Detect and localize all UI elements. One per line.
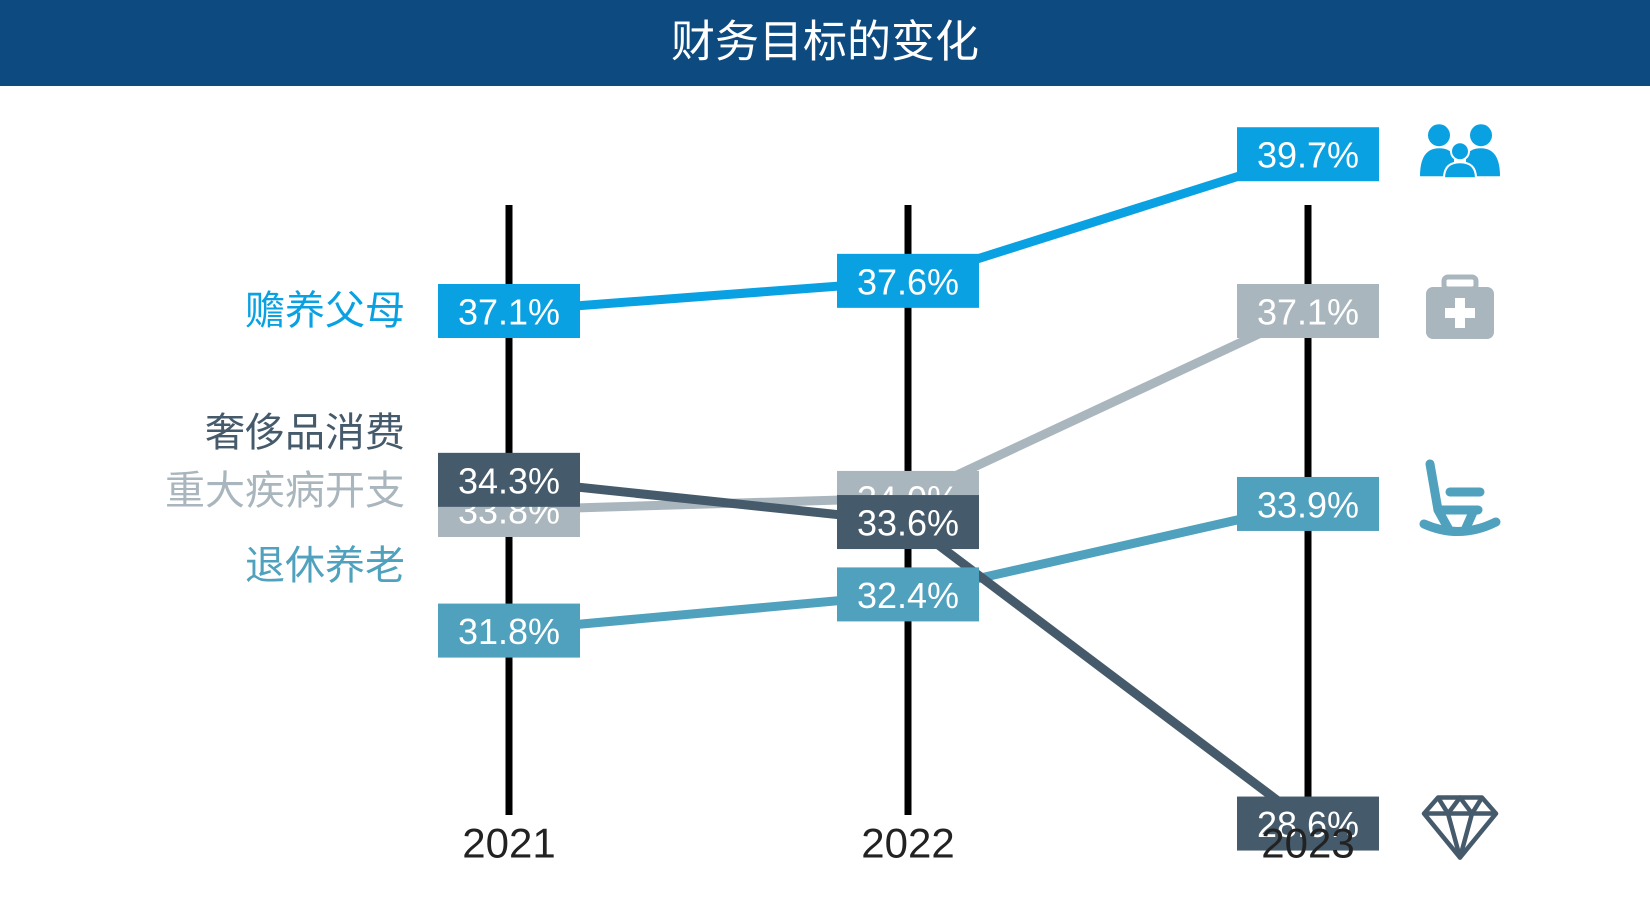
- data-label: 37.1%: [458, 292, 560, 333]
- data-point-label: 32.4%: [837, 567, 979, 622]
- data-point-label: 37.6%: [837, 253, 979, 308]
- kit-cross: [1445, 308, 1475, 318]
- diamond-outline: [1421, 795, 1499, 860]
- data-point-box: [438, 452, 580, 507]
- x-tick-label: 2022: [861, 820, 954, 867]
- data-label: 28.6%: [1257, 804, 1359, 845]
- x-tick-label: 2021: [462, 820, 555, 867]
- medical-kit-icon: [1426, 274, 1494, 339]
- data-point-label: 31.8%: [438, 603, 580, 658]
- diamond-facet: [1436, 795, 1484, 816]
- data-point-box: [837, 567, 979, 622]
- chair-frame: [1425, 459, 1483, 515]
- data-point-label: 37.1%: [438, 284, 580, 338]
- data-label: 39.7%: [1257, 135, 1359, 176]
- chart-title: 财务目标的变化: [671, 18, 979, 67]
- chair-leg: [1461, 505, 1479, 533]
- data-point-label: 34.3%: [438, 452, 580, 507]
- data-point-box: [1237, 127, 1379, 182]
- data-label: 34.3%: [458, 460, 560, 501]
- data-label: 33.6%: [857, 503, 959, 544]
- data-point-box: [1237, 284, 1379, 338]
- data-point-label: 33.6%: [837, 495, 979, 550]
- rocking-chair-icon: [1419, 459, 1501, 536]
- data-point-label: 33.9%: [1237, 476, 1379, 531]
- data-point-box: [438, 284, 580, 338]
- data-point-label: 39.7%: [1237, 127, 1379, 182]
- data-label: 32.4%: [857, 575, 959, 616]
- data-point-box: [837, 495, 979, 550]
- family-icon: [1420, 124, 1500, 180]
- series-line-segment: [906, 306, 1310, 503]
- data-label: 31.8%: [458, 611, 560, 652]
- header-bar: [0, 0, 1650, 86]
- data-point-label: 37.1%: [1237, 284, 1379, 338]
- data-point-box: [438, 603, 580, 658]
- family-head: [1428, 124, 1450, 147]
- data-label: 33.9%: [1257, 484, 1359, 525]
- x-tick-label: 2023: [1261, 820, 1354, 867]
- series-name: 奢侈品消费: [205, 411, 405, 455]
- family-head: [1450, 141, 1470, 162]
- family-head: [1470, 124, 1492, 147]
- data-label: 37.6%: [857, 261, 959, 302]
- diamond-facet: [1445, 812, 1475, 860]
- family-body: [1442, 161, 1478, 180]
- data-label: 37.1%: [1257, 292, 1359, 333]
- series-line-segment: [905, 518, 1311, 828]
- data-point-box: [837, 253, 979, 308]
- data-point-box: [1237, 796, 1379, 851]
- data-point-box: [1237, 476, 1379, 531]
- data-point-label: 28.6%: [1237, 796, 1379, 851]
- chair-rocker: [1419, 517, 1501, 536]
- series-name: 退休养老: [245, 544, 405, 588]
- diamond-icon: [1421, 795, 1499, 860]
- series-name: 重大疾病开支: [165, 469, 405, 513]
- chair-leg: [1433, 505, 1453, 533]
- series-name: 赡养父母: [245, 289, 405, 333]
